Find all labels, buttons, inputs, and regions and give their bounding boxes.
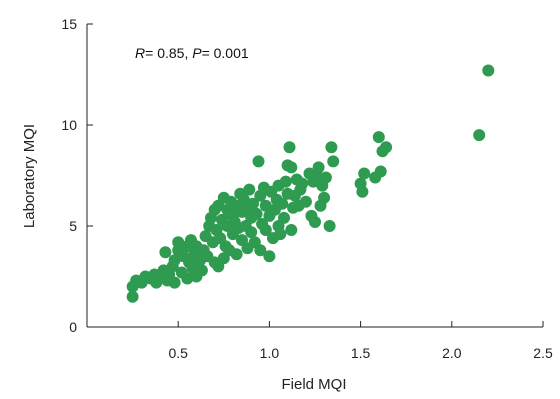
y-tick-label: 15 bbox=[61, 16, 77, 32]
x-axis-title: Field MQI bbox=[281, 376, 346, 393]
data-point bbox=[482, 64, 495, 77]
data-point bbox=[296, 177, 309, 190]
data-point bbox=[250, 207, 263, 220]
data-point bbox=[254, 244, 267, 257]
data-point bbox=[358, 167, 371, 180]
data-point bbox=[285, 224, 298, 236]
axes: 0 5 10 15 0.5 1.0 1.5 2.0 2.5 bbox=[61, 16, 553, 361]
data-point bbox=[299, 195, 312, 208]
data-point bbox=[181, 272, 194, 285]
x-tick-label: 1.0 bbox=[260, 345, 280, 361]
data-point bbox=[279, 175, 292, 188]
data-point bbox=[126, 290, 139, 303]
data-point bbox=[473, 129, 486, 142]
data-point bbox=[247, 197, 259, 210]
data-point bbox=[263, 250, 276, 263]
p-value: = 0.001 bbox=[202, 45, 249, 61]
data-point bbox=[245, 226, 258, 239]
y-tick-label: 0 bbox=[69, 319, 77, 335]
x-ticks: 0.5 1.0 1.5 2.0 2.5 bbox=[168, 321, 553, 361]
data-point bbox=[172, 236, 185, 249]
data-points bbox=[126, 64, 495, 303]
data-point bbox=[168, 254, 181, 267]
data-point bbox=[274, 228, 287, 241]
data-point bbox=[278, 211, 290, 224]
data-point bbox=[230, 248, 243, 261]
p-symbol: P bbox=[192, 45, 202, 61]
data-point bbox=[285, 161, 298, 174]
r-value: = 0.85, bbox=[145, 45, 192, 61]
data-point bbox=[252, 155, 265, 168]
y-axis-title: Laboratory MQI bbox=[21, 124, 38, 228]
data-point bbox=[380, 141, 393, 154]
data-point bbox=[327, 155, 340, 168]
data-point bbox=[325, 141, 338, 154]
data-point bbox=[259, 199, 272, 212]
data-point bbox=[168, 276, 181, 289]
data-point bbox=[323, 220, 336, 232]
data-point bbox=[318, 191, 331, 204]
y-tick-label: 5 bbox=[69, 218, 77, 234]
data-point bbox=[283, 141, 296, 154]
r-symbol: R bbox=[135, 45, 145, 61]
stats-annotation: R= 0.85, P= 0.001 bbox=[135, 45, 249, 61]
x-tick-label: 1.5 bbox=[351, 345, 371, 361]
x-tick-label: 2.0 bbox=[442, 345, 462, 361]
data-point bbox=[312, 161, 325, 174]
data-point bbox=[243, 183, 256, 196]
y-tick-label: 10 bbox=[61, 117, 77, 133]
data-point bbox=[259, 224, 272, 236]
data-point bbox=[159, 246, 172, 259]
data-point bbox=[195, 264, 208, 277]
data-point bbox=[319, 171, 332, 184]
data-point bbox=[356, 185, 369, 198]
data-point bbox=[372, 131, 385, 144]
data-point bbox=[309, 216, 321, 228]
data-point bbox=[276, 197, 289, 210]
x-tick-label: 0.5 bbox=[168, 345, 188, 361]
x-tick-label: 2.5 bbox=[533, 345, 553, 361]
data-point bbox=[374, 165, 387, 178]
y-ticks: 0 5 10 15 bbox=[61, 16, 93, 335]
